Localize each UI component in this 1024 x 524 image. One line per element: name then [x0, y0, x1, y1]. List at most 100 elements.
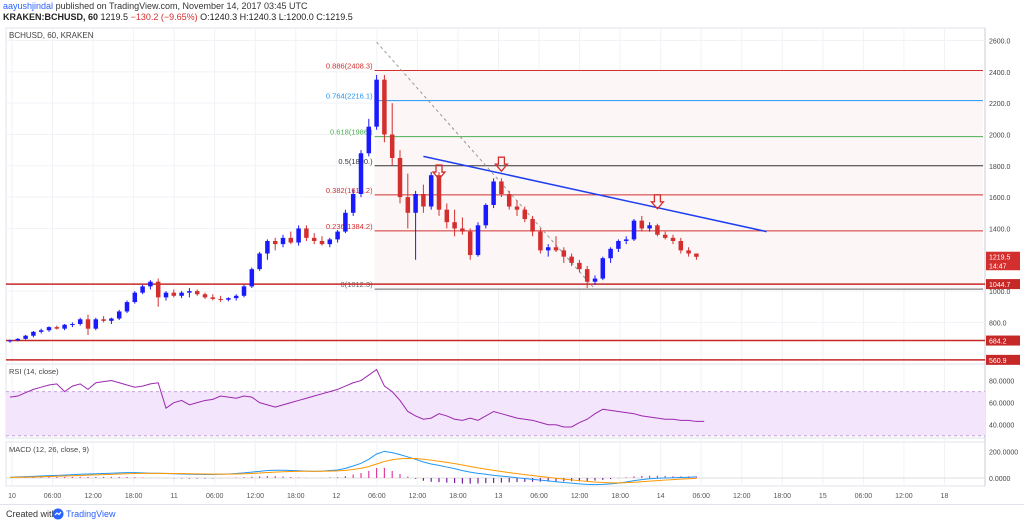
candle-body: [592, 278, 598, 282]
candle-body: [694, 253, 699, 257]
candle: [538, 228, 543, 254]
candle-body: [467, 231, 473, 256]
candle-body: [639, 220, 645, 229]
candle-body: [335, 231, 340, 240]
candle: [70, 322, 75, 328]
x-tick-label: 10: [8, 493, 16, 500]
trading-chart[interactable]: 10 06:00 12:00 18:00 11 06:00 12:00 18:00 12 06:0…: [0, 24, 1024, 504]
y-tick-label: 1000.0: [989, 289, 1011, 296]
candle-body: [350, 194, 356, 213]
candle-body: [280, 237, 286, 245]
candle-body: [218, 298, 223, 300]
price-axis-tag: [986, 279, 1020, 290]
price-value: 1219.5: [100, 12, 129, 22]
candle: [592, 275, 598, 285]
candle: [405, 173, 411, 229]
candle: [631, 219, 637, 241]
candle: [382, 74, 387, 143]
x-tick-label: 12:00: [733, 493, 751, 500]
x-tick-label: 06:00: [855, 493, 873, 500]
candle-body: [179, 292, 184, 296]
author-link[interactable]: aayushjindal: [3, 1, 54, 11]
candle-body: [631, 220, 637, 240]
candle-body: [249, 269, 255, 287]
published-text: published on TradingView.com, November 1…: [55, 1, 308, 11]
candle: [241, 284, 247, 298]
candle: [257, 251, 262, 271]
candle-body: [77, 319, 83, 324]
macd-tick-label: 0.0000: [989, 476, 1011, 483]
candle-body: [584, 269, 590, 282]
candle-body: [272, 240, 278, 245]
rsi-tick-label: 40.0000: [989, 423, 1014, 430]
candle-body: [670, 237, 676, 241]
ohlc-line: KRAKEN:BCHUSD, 60 1219.5 −130.2 (−9.65%)…: [3, 12, 353, 22]
candle: [280, 234, 286, 248]
candle-body: [475, 225, 481, 256]
candle-body: [647, 225, 652, 229]
candle: [77, 317, 83, 326]
candle: [647, 222, 652, 232]
candle: [561, 247, 567, 263]
x-tick-label: 12:00: [84, 493, 102, 500]
candle-body: [499, 181, 504, 194]
candle: [491, 178, 496, 209]
fib-level-label: 0.5(1800.): [338, 157, 373, 166]
candle-body: [608, 248, 613, 259]
candle-body: [436, 175, 442, 210]
candle-body: [23, 335, 28, 339]
chart-header: aayushjindal published on TradingView.co…: [0, 0, 1024, 24]
candle-body: [545, 247, 551, 251]
candle: [163, 291, 169, 301]
candle-body: [600, 258, 606, 279]
candle-body: [686, 250, 691, 254]
price-axis-tag: [986, 354, 1020, 365]
y-tick-label: 1400.0: [989, 226, 1011, 233]
candle-body: [452, 222, 457, 229]
ohlc-values: O:1240.3 H:1240.3 L:1200.0 C:1219.5: [200, 12, 353, 22]
candle: [327, 237, 333, 248]
price-axis-label: 1044.7: [989, 282, 1011, 289]
candle: [46, 326, 52, 332]
candle: [23, 334, 28, 340]
candle: [288, 231, 294, 245]
price-axis-tag: [986, 260, 1020, 271]
candle-body: [304, 228, 309, 238]
symbol-label[interactable]: KRAKEN:BCHUSD, 60: [3, 12, 99, 22]
fib-level-label: 0.764(2216.1): [326, 92, 373, 101]
candle-body: [514, 206, 520, 210]
candle-body: [655, 225, 660, 235]
candle: [545, 244, 551, 257]
candle: [7, 339, 13, 343]
candle-body: [530, 219, 535, 232]
candle-body: [358, 153, 364, 194]
symbol-title: BCHUSD, 60, KRAKEN: [9, 31, 94, 40]
candle: [686, 247, 691, 257]
candle: [226, 297, 231, 302]
candle-body: [343, 212, 348, 232]
candle: [218, 295, 223, 303]
candle-body: [522, 209, 528, 220]
candle: [350, 189, 356, 216]
candle-body: [31, 331, 36, 336]
x-tick-label: 13: [495, 493, 503, 500]
y-tick-label: 800.0: [989, 320, 1007, 327]
candle-body: [101, 319, 106, 321]
candle: [460, 217, 465, 235]
candle-body: [538, 231, 543, 251]
candle-body: [327, 239, 333, 245]
candle: [374, 74, 379, 130]
candle-body: [483, 204, 489, 226]
candle: [467, 228, 473, 260]
candle: [304, 225, 309, 241]
x-tick-label: 06:00: [530, 493, 548, 500]
tradingview-logo-icon: [52, 508, 64, 520]
candle-body: [187, 291, 192, 293]
candle: [522, 206, 528, 223]
price-axis-label: 1219.5: [989, 255, 1011, 262]
candle-body: [421, 194, 426, 207]
candle: [319, 236, 325, 246]
x-tick-label: 06:00: [368, 493, 386, 500]
rsi-band: [6, 391, 985, 436]
tradingview-brand[interactable]: TradingView: [66, 509, 116, 519]
